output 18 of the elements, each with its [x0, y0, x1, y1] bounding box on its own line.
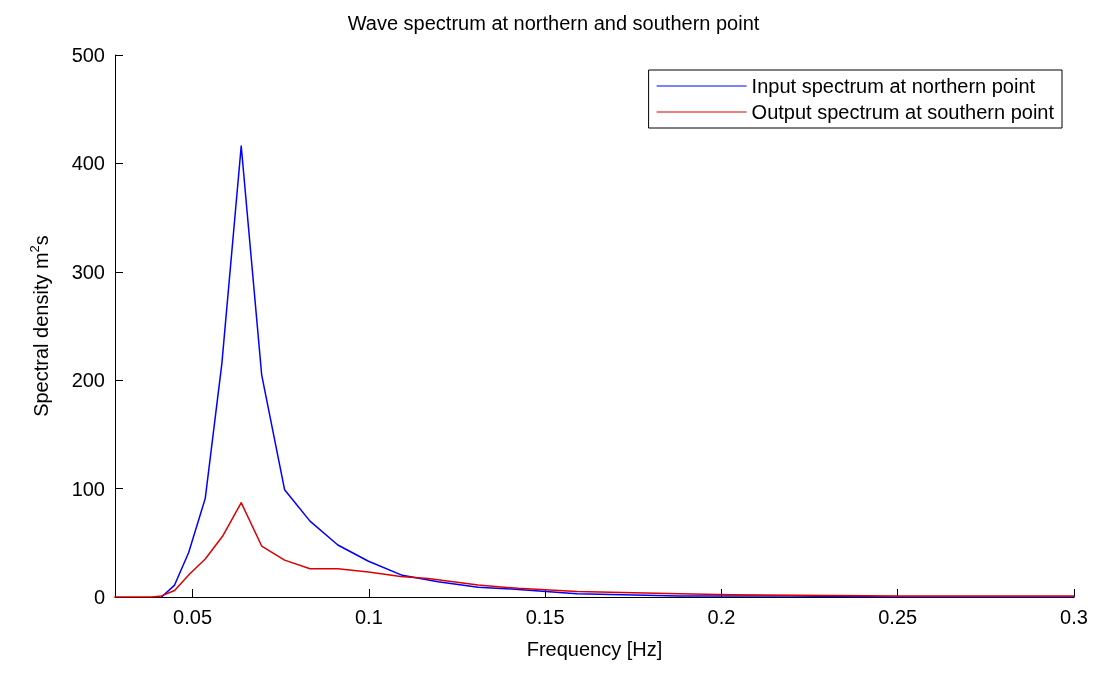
x-tick-label: 0.3: [1060, 606, 1088, 628]
y-axis-title: Spectral density m2s: [27, 235, 52, 417]
y-tick-label: 300: [71, 260, 105, 283]
chart-title: Wave spectrum at northern and southern point: [347, 12, 760, 34]
y-tick-label: 0: [93, 586, 105, 608]
line-series: [160, 145, 1075, 598]
x-tick-label: 0.25: [878, 606, 918, 628]
y-tick-label: 400: [71, 152, 105, 175]
x-tick-label: 0.15: [525, 606, 565, 628]
legend-label: Input spectrum at northern point: [751, 75, 1036, 97]
y-tick-label: 100: [71, 477, 105, 500]
x-tick-label: 0.2: [707, 606, 736, 628]
x-tick-label: 0.1: [354, 606, 383, 628]
legend-label: Output spectrum at southern point: [751, 101, 1055, 123]
x-axis-title: Frequency [Hz]: [526, 638, 663, 660]
y-tick-label: 200: [71, 369, 105, 392]
y-tick-label: 500: [71, 44, 105, 66]
x-tick-label: 0.05: [173, 606, 213, 628]
